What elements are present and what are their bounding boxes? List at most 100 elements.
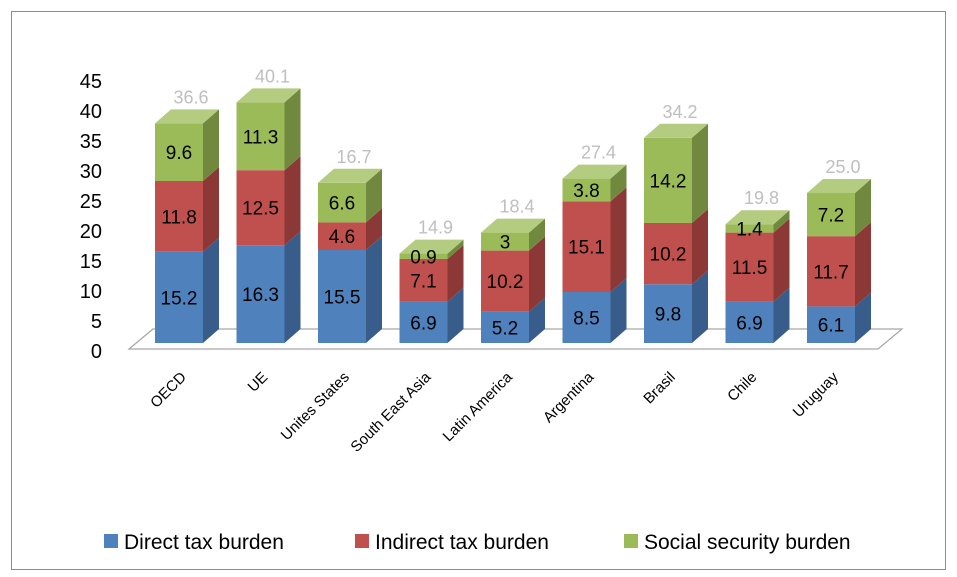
y-tick-label: 40 (80, 101, 102, 123)
bar-stack: 15.5 4.6 6.6 16.7 (318, 147, 382, 343)
bars: 15.211.89.636.616.312.511.340.115.54.66.… (155, 66, 871, 343)
indirect-tax-label: 10.2 (487, 272, 524, 293)
indirect-tax-label: 10.2 (650, 245, 687, 266)
direct-tax-segment-side (203, 237, 219, 343)
social-security-segment-side (610, 164, 627, 202)
social-security-segment (807, 193, 855, 237)
y-tick-label: 5 (91, 311, 102, 333)
indirect-tax-segment (236, 170, 285, 246)
y-tick-label: 15 (80, 251, 102, 273)
indirect-tax-segment (481, 250, 529, 312)
indirect-tax-label: 12.5 (242, 199, 279, 220)
category-label: Unites States (278, 369, 353, 444)
social-security-segment-side (855, 179, 871, 237)
social-security-segment-side (773, 210, 790, 233)
social-security-label: 0.9 (410, 247, 436, 268)
direct-tax-segment (807, 306, 855, 343)
social-security-label: 3 (500, 233, 511, 254)
bar-stack: 6.1 11.7 7.2 25.0 (807, 157, 871, 343)
social-security-segment (562, 178, 611, 202)
social-security-label: 3.8 (573, 181, 599, 202)
indirect-tax-segment-side (447, 245, 464, 302)
y-axis: 0 5 10 15 20 25 30 35 40 45 (80, 71, 102, 363)
bar-stack: 6.9 7.1 0.9 14.9 (399, 218, 464, 343)
bar-top (725, 210, 790, 225)
direct-tax-segment (725, 301, 774, 343)
total-label: 19.8 (744, 188, 779, 208)
direct-tax-label: 8.5 (573, 309, 599, 330)
social-security-segment (236, 102, 285, 171)
social-security-segment (725, 224, 774, 233)
direct-tax-segment (562, 292, 611, 343)
direct-tax-segment-side (529, 297, 545, 343)
bar-top (236, 88, 301, 103)
y-tick-label: 35 (80, 131, 102, 153)
total-label: 34.2 (662, 102, 697, 122)
direct-tax-label: 15.2 (161, 288, 198, 309)
y-tick-label: 0 (91, 341, 102, 363)
legend-swatch (104, 534, 118, 548)
direct-tax-segment-side (284, 231, 301, 343)
chart-frame: 0 5 10 15 20 25 30 35 40 45 15.2 11.8 9.6 36.6 16.3 12… (11, 11, 946, 570)
bar-top (644, 123, 708, 138)
indirect-tax-segment-side (284, 156, 301, 246)
direct-tax-segment-side (773, 287, 790, 343)
direct-tax-label: 16.3 (242, 285, 279, 306)
indirect-tax-segment-side (529, 236, 545, 312)
category-label: Argentina (540, 368, 598, 426)
direct-tax-segment (481, 311, 529, 343)
bar-stack: 5.2 10.2 3 18.4 (481, 197, 545, 343)
direct-tax-segment (399, 301, 448, 343)
y-tick-label: 10 (80, 281, 102, 303)
indirect-tax-segment-side (610, 187, 627, 292)
total-label: 14.9 (418, 218, 453, 238)
direct-tax-label: 5.2 (492, 318, 518, 339)
social-security-segment (155, 123, 203, 181)
legend-label: Direct tax burden (124, 531, 284, 554)
bar-stack: 16.3 12.5 11.3 40.1 (236, 66, 301, 343)
social-security-segment-side (692, 123, 708, 223)
legend-label: Social security burden (644, 531, 851, 554)
direct-tax-label: 6.1 (818, 316, 844, 337)
legend-label: Indirect tax burden (375, 531, 549, 554)
indirect-tax-segment (725, 232, 774, 302)
indirect-tax-segment (562, 201, 611, 292)
direct-tax-segment (236, 245, 285, 343)
social-security-segment (481, 232, 529, 251)
total-label: 25.0 (825, 157, 860, 177)
indirect-tax-segment-side (855, 222, 871, 307)
indirect-tax-segment (807, 236, 855, 307)
bar-top (562, 164, 627, 179)
bar-top (399, 239, 464, 254)
direct-tax-segment-side (447, 287, 464, 343)
bar-stack: 15.2 11.8 9.6 36.6 (155, 87, 219, 343)
indirect-tax-label: 15.1 (568, 238, 605, 259)
bar-top (318, 168, 382, 183)
y-tick-label: 25 (80, 191, 102, 213)
social-security-segment-side (447, 239, 464, 259)
indirect-tax-segment (318, 222, 366, 250)
legend-item-direct: Direct tax burden (104, 531, 284, 554)
indirect-tax-segment-side (366, 208, 382, 250)
indirect-tax-label: 7.1 (410, 271, 436, 292)
direct-tax-segment-side (692, 270, 708, 343)
category-label: Latin America (440, 368, 517, 445)
social-security-label: 14.2 (650, 171, 687, 192)
social-security-segment (318, 182, 366, 223)
legend-item-indirect: Indirect tax burden (355, 531, 549, 554)
indirect-tax-segment (644, 223, 692, 285)
bar-top (155, 109, 219, 124)
social-security-label: 1.4 (736, 219, 763, 240)
social-security-segment-side (203, 109, 219, 181)
social-security-label: 6.6 (329, 194, 355, 215)
social-security-label: 9.6 (166, 143, 192, 164)
y-tick-label: 30 (80, 161, 102, 183)
category-label: Uruguay (790, 368, 842, 420)
total-label: 18.4 (499, 197, 534, 217)
total-label: 40.1 (255, 66, 290, 86)
social-security-segment (399, 253, 448, 259)
bar-stack: 6.9 11.5 1.4 19.8 (725, 188, 790, 343)
social-security-segment (644, 137, 692, 223)
